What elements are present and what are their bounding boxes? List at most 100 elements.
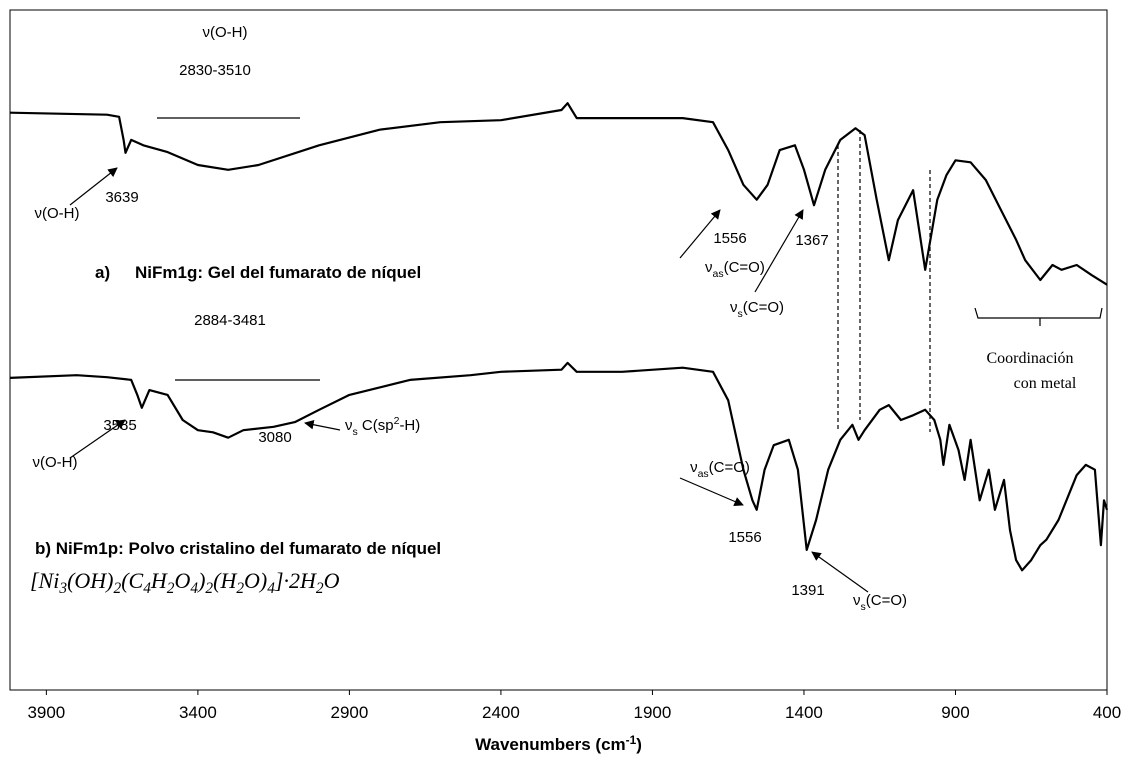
text-run: ) — [636, 735, 642, 754]
arrow — [304, 419, 341, 431]
text-run: C(sp — [358, 417, 394, 434]
annotation: con metal — [1014, 375, 1077, 392]
arrow — [69, 167, 118, 206]
text-run: ν — [690, 459, 698, 476]
x-tick-label: 3400 — [179, 703, 217, 722]
annotation: 2830-3510 — [179, 62, 251, 79]
annotation: νas(C=O) — [705, 259, 765, 280]
plot-frame — [9, 9, 1108, 691]
annotation: 1391 — [791, 582, 824, 599]
text-run: ν — [705, 259, 713, 276]
text-run: 4 — [267, 580, 275, 597]
text-run: ]·2H — [274, 568, 317, 593]
text-run: (OH) — [67, 568, 113, 593]
annotation: 3639 — [105, 189, 138, 206]
x-tick-label: 1900 — [634, 703, 672, 722]
text-run: s — [738, 308, 743, 320]
x-tick-label: 400 — [1093, 703, 1121, 722]
annotation: νs(C=O) — [730, 299, 784, 320]
arrow — [811, 551, 869, 593]
spectrum-line — [9, 361, 1109, 572]
annotation: νs C(sp2-H) — [345, 415, 420, 438]
x-tick-label: 3900 — [27, 703, 65, 722]
text-run: O) — [244, 568, 267, 593]
arrow — [679, 477, 744, 507]
annotation: 3080 — [258, 429, 291, 446]
text-run: 3585 — [103, 417, 136, 434]
text-run: 3639 — [105, 189, 138, 206]
text-run: 2 — [114, 580, 122, 597]
text-run: 2 — [167, 580, 175, 597]
text-run: -1 — [626, 733, 637, 747]
text-run: 2 — [394, 415, 400, 427]
arrow — [754, 209, 804, 293]
text-run: H — [150, 568, 168, 593]
annotation: Coordinación — [986, 350, 1073, 367]
annotation: ν(O-H) — [35, 205, 80, 222]
text-run: 3 — [58, 580, 67, 597]
spectrum-line — [9, 102, 1108, 286]
text-run: 2830-3510 — [179, 62, 251, 79]
text-run: (C=O) — [866, 592, 907, 609]
text-run: 1391 — [791, 582, 824, 599]
text-run: NiFm1g: Gel del fumarato de níquel — [135, 263, 421, 282]
annotation: 2884-3481 — [194, 312, 266, 329]
text-run: [Ni — [30, 568, 59, 593]
text-run: ν(O-H) — [35, 205, 80, 222]
annotation-shapes — [69, 117, 1103, 593]
text-run: (C=O) — [709, 459, 750, 476]
annotation: νs(C=O) — [853, 592, 907, 613]
text-run: as — [713, 268, 724, 280]
x-tick-label: 1400 — [785, 703, 823, 722]
arrow — [679, 209, 721, 259]
arrow — [69, 419, 126, 459]
text-run: -H) — [399, 417, 420, 434]
annotation: [Ni3(OH)2(C4H2O4)2(H2O)4]·2H2O — [30, 568, 340, 597]
text-run: 2884-3481 — [194, 312, 266, 329]
x-tick-label: 2400 — [482, 703, 520, 722]
text-run: ν — [853, 592, 861, 609]
text-run: s — [353, 426, 358, 438]
annotation: a) — [95, 263, 110, 282]
annotation: 1556 — [728, 529, 761, 546]
text-run: O — [175, 568, 191, 593]
text-run: 4 — [190, 580, 198, 597]
text-run: 2 — [205, 580, 213, 597]
text-run: ν — [345, 417, 353, 434]
text-run: 2 — [236, 580, 244, 597]
text-run: Coordinación — [986, 350, 1073, 367]
bracket — [974, 307, 1103, 326]
text-run: 1556 — [728, 529, 761, 546]
annotation: b) NiFm1p: Polvo cristalino del fumarato… — [35, 539, 441, 558]
text-run: (C=O) — [724, 259, 765, 276]
text-run: 4 — [143, 580, 151, 597]
text-run: 1556 — [713, 230, 746, 247]
text-run: ν(O-H) — [33, 454, 78, 471]
text-run: O — [324, 568, 340, 593]
text-run: Wavenumbers (cm — [475, 735, 626, 754]
text-run: (C=O) — [743, 299, 784, 316]
text-run: con metal — [1014, 375, 1077, 392]
text-run: 1367 — [795, 232, 828, 249]
text-run: ν(O-H) — [203, 24, 248, 41]
x-axis-title: Wavenumbers (cm-1) — [475, 733, 642, 754]
annotation: NiFm1g: Gel del fumarato de níquel — [135, 263, 421, 282]
text-run: as — [698, 468, 709, 480]
x-tick-label: 2900 — [330, 703, 368, 722]
annotation: νas(C=O) — [690, 459, 750, 480]
text-run: b) NiFm1p: Polvo cristalino del fumarato… — [35, 539, 441, 558]
text-run: (C — [121, 568, 143, 593]
text-run: s — [861, 601, 866, 613]
text-run: ν — [730, 299, 738, 316]
text-run: (H — [213, 568, 237, 593]
annotation: 3585 — [103, 417, 136, 434]
text-run: ) — [196, 568, 205, 593]
x-tick-label: 900 — [941, 703, 969, 722]
text-run: 2 — [316, 580, 324, 597]
annotation: 1367 — [795, 232, 828, 249]
text-run: a) — [95, 263, 110, 282]
annotation: 1556 — [713, 230, 746, 247]
text-run: 3080 — [258, 429, 291, 446]
annotation: ν(O-H) — [33, 454, 78, 471]
